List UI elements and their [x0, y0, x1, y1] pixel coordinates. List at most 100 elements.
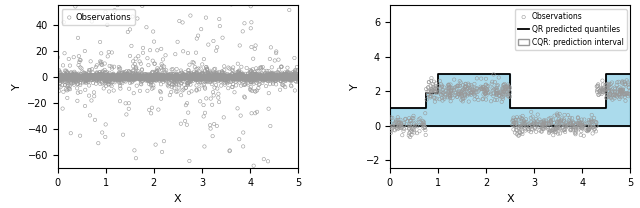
Observations — [260, 75, 270, 78]
Observations — [233, 77, 243, 81]
Observations — [122, 73, 132, 77]
Observations — [285, 75, 296, 78]
Observations — [520, 123, 531, 126]
Observations — [113, 76, 124, 79]
Observations — [592, 90, 602, 94]
Observations — [497, 87, 508, 90]
Observations — [161, 75, 172, 78]
Observations — [205, 75, 216, 78]
Observations — [115, 67, 125, 70]
Observations — [63, 71, 74, 74]
Observations — [161, 79, 171, 83]
Observations — [227, 75, 237, 78]
Observations — [431, 87, 441, 90]
Observations — [115, 76, 125, 79]
Observations — [228, 74, 239, 77]
Observations — [74, 75, 84, 79]
Observations — [264, 76, 274, 79]
Observations — [511, 129, 522, 132]
Observations — [97, 75, 107, 78]
Observations — [164, 82, 174, 85]
Observations — [252, 74, 262, 77]
Observations — [161, 75, 171, 78]
Observations — [580, 122, 590, 125]
Observations — [163, 75, 173, 79]
Observations — [148, 76, 158, 79]
Observations — [98, 75, 108, 78]
Observations — [73, 76, 83, 79]
Observations — [126, 77, 136, 80]
Observations — [127, 71, 138, 75]
Observations — [583, 128, 593, 131]
Observations — [81, 74, 91, 78]
Observations — [182, 74, 192, 78]
Observations — [62, 75, 72, 79]
Observations — [139, 76, 149, 80]
Observations — [573, 122, 584, 125]
Observations — [160, 75, 170, 79]
Observations — [531, 123, 541, 126]
Observations — [121, 76, 131, 79]
Observations — [573, 121, 584, 125]
Observations — [269, 75, 279, 78]
Observations — [263, 76, 273, 79]
Observations — [141, 75, 152, 78]
Observations — [137, 4, 147, 7]
Observations — [147, 71, 157, 74]
Observations — [493, 91, 503, 95]
Observations — [248, 76, 259, 79]
Observations — [83, 75, 93, 78]
Observations — [94, 75, 104, 78]
Observations — [171, 76, 181, 79]
Observations — [120, 76, 131, 79]
Observations — [126, 76, 136, 79]
Observations — [120, 77, 131, 80]
Observations — [176, 82, 186, 85]
Observations — [211, 74, 221, 77]
Observations — [124, 107, 134, 110]
Observations — [573, 116, 583, 120]
Observations — [455, 84, 465, 88]
Observations — [266, 46, 276, 49]
Observations — [285, 76, 295, 80]
Observations — [124, 74, 134, 77]
Observations — [276, 75, 286, 79]
Observations — [163, 76, 173, 79]
Observations — [132, 84, 142, 87]
Observations — [221, 76, 232, 79]
Observations — [444, 95, 454, 98]
Observations — [168, 79, 179, 82]
Observations — [565, 122, 575, 125]
Observations — [227, 75, 237, 79]
Observations — [82, 74, 92, 77]
Observations — [161, 74, 172, 78]
Observations — [604, 95, 614, 98]
Observations — [114, 75, 124, 79]
Observations — [396, 124, 406, 127]
Observations — [100, 62, 110, 65]
Observations — [76, 76, 86, 79]
Observations — [270, 76, 280, 79]
Observations — [138, 79, 148, 83]
Observations — [166, 76, 177, 79]
Observations — [112, 74, 122, 78]
Observations — [250, 76, 260, 79]
Observations — [274, 75, 284, 78]
Observations — [282, 76, 292, 79]
Observations — [123, 75, 133, 78]
Observations — [81, 76, 91, 79]
Observations — [204, 77, 214, 81]
Observations — [148, 74, 158, 78]
Observations — [82, 75, 92, 78]
Observations — [221, 76, 232, 79]
Observations — [482, 88, 492, 91]
Observations — [191, 75, 202, 78]
Observations — [260, 75, 270, 79]
Observations — [74, 75, 84, 78]
Observations — [97, 76, 107, 79]
Observations — [83, 77, 93, 80]
Observations — [168, 76, 179, 79]
Observations — [106, 76, 116, 79]
Observations — [84, 75, 95, 78]
Observations — [254, 75, 264, 79]
